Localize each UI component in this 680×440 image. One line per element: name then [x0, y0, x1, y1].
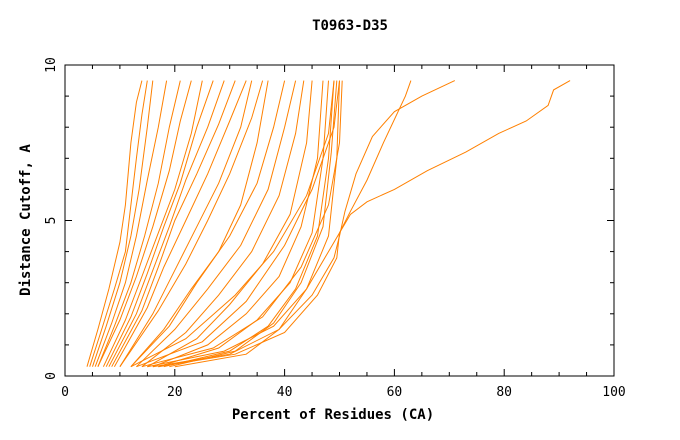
y-tick-label-0: 0 — [44, 372, 59, 380]
series-line-13 — [119, 80, 264, 367]
x-axis-label: Percent of Residues (CA) — [232, 407, 434, 423]
chart-title: T0963-D35 — [312, 18, 388, 34]
plot-frame — [64, 64, 615, 377]
series-line-5 — [97, 80, 181, 367]
series-line-12 — [119, 80, 253, 367]
series-line-8 — [105, 80, 214, 367]
series-line-24 — [141, 80, 343, 368]
series-line-4 — [94, 80, 168, 367]
series-line-7 — [102, 80, 203, 367]
series-line-14 — [130, 80, 269, 368]
series-line-6 — [97, 80, 192, 367]
series-lines — [86, 80, 571, 368]
x-tick-label-40: 40 — [277, 385, 293, 400]
series-line-21 — [163, 80, 335, 368]
series-line-3 — [92, 80, 154, 367]
series-line-1 — [86, 80, 143, 367]
x-tick-label-100: 100 — [602, 385, 625, 400]
x-tick-label-60: 60 — [387, 385, 403, 400]
y-tick-label-5: 5 — [44, 217, 59, 225]
series-line-27 — [147, 80, 412, 368]
axis-ticks: 0 20 40 60 80 100 0 5 10 — [44, 57, 626, 400]
series-line-17 — [141, 80, 305, 368]
series-line-11 — [113, 80, 247, 367]
series-line-22 — [169, 80, 338, 368]
series-line-28 — [152, 80, 456, 368]
series-line-29 — [158, 80, 571, 368]
series-line-19 — [152, 80, 324, 368]
series-line-9 — [108, 80, 225, 367]
series-line-26 — [130, 80, 335, 368]
series-line-23 — [174, 80, 340, 368]
x-tick-label-0: 0 — [61, 385, 69, 400]
x-tick-label-20: 20 — [167, 385, 183, 400]
series-line-25 — [136, 80, 340, 368]
y-tick-label-10: 10 — [44, 57, 59, 73]
series-line-2 — [89, 80, 148, 367]
series-line-16 — [136, 80, 297, 368]
x-tick-label-80: 80 — [496, 385, 512, 400]
y-axis-label: Distance Cutoff, A — [18, 144, 34, 296]
series-line-15 — [130, 80, 286, 368]
series-line-10 — [111, 80, 236, 367]
series-line-18 — [147, 80, 313, 368]
